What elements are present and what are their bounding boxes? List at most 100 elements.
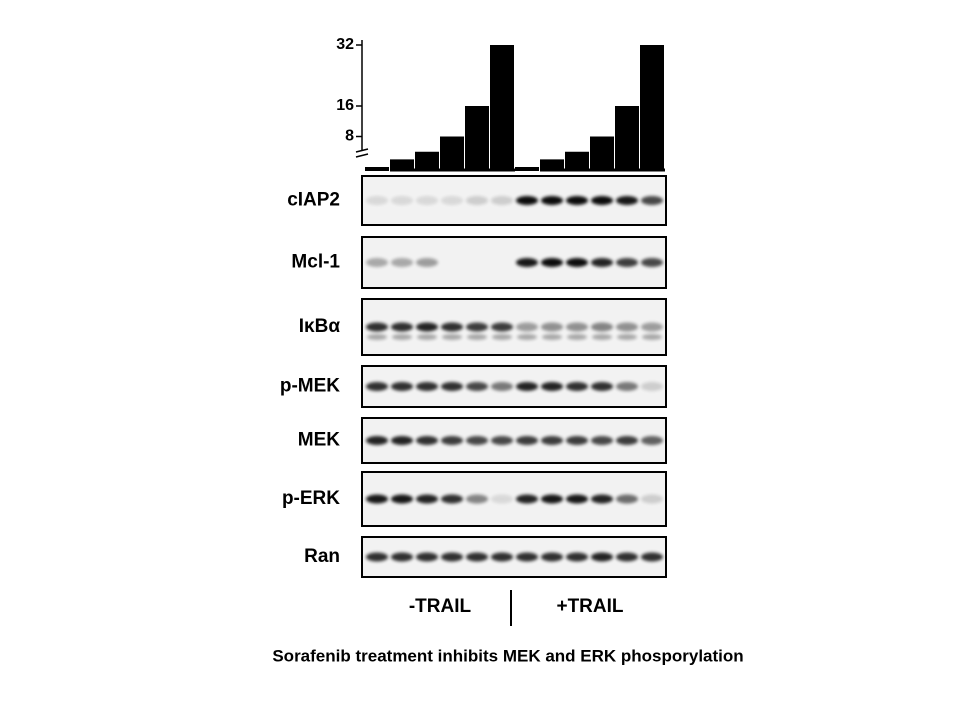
band: [516, 258, 538, 267]
dose-tick-label: 32: [336, 36, 354, 53]
band: [391, 494, 413, 504]
band: [616, 258, 638, 267]
band: [541, 436, 563, 445]
band: [466, 382, 488, 391]
band: [566, 322, 588, 332]
band: [516, 196, 538, 205]
dose-bar: [365, 167, 389, 171]
blot-label: cIAP2: [287, 190, 340, 211]
dose-bar: [515, 167, 539, 171]
band: [641, 552, 663, 562]
band: [391, 552, 413, 562]
band: [542, 334, 562, 340]
blot-label: Ran: [304, 546, 340, 567]
band: [492, 334, 512, 340]
band: [592, 334, 612, 340]
dose-bar: [465, 106, 489, 171]
band: [416, 494, 438, 504]
band: [566, 436, 588, 445]
band: [441, 494, 463, 504]
band: [466, 494, 488, 504]
band: [641, 258, 663, 267]
band: [391, 436, 413, 445]
band: [391, 258, 413, 267]
dose-bar: [490, 45, 514, 171]
band: [641, 322, 663, 332]
band: [366, 258, 388, 267]
band: [566, 382, 588, 391]
band: [516, 322, 538, 332]
band: [366, 552, 388, 562]
group-label: -TRAIL: [409, 596, 472, 617]
band: [641, 436, 663, 445]
band: [416, 196, 438, 205]
band: [466, 552, 488, 562]
blot-label: p-ERK: [282, 488, 340, 509]
band: [616, 436, 638, 445]
band: [366, 196, 388, 205]
band: [591, 196, 613, 205]
band: [417, 334, 437, 340]
band: [392, 334, 412, 340]
axis-break: [355, 148, 369, 158]
dose-bar: [615, 106, 639, 171]
band: [491, 196, 513, 205]
band: [616, 382, 638, 391]
band: [591, 382, 613, 391]
band: [466, 436, 488, 445]
band: [591, 436, 613, 445]
dose-bar: [390, 159, 414, 171]
band: [616, 322, 638, 332]
band: [366, 322, 388, 332]
dose-bar: [640, 45, 664, 171]
band: [366, 382, 388, 391]
band: [616, 494, 638, 504]
dose-bar: [590, 136, 614, 171]
band: [391, 322, 413, 332]
band: [491, 494, 513, 504]
band: [591, 494, 613, 504]
band: [441, 436, 463, 445]
band: [516, 436, 538, 445]
caption: Sorafenib treatment inhibits MEK and ERK…: [272, 646, 743, 665]
dose-bar: [440, 136, 464, 171]
band: [541, 494, 563, 504]
band: [516, 494, 538, 504]
band: [491, 382, 513, 391]
band: [517, 334, 537, 340]
band: [617, 334, 637, 340]
band: [416, 436, 438, 445]
band: [566, 552, 588, 562]
band: [441, 196, 463, 205]
band: [541, 322, 563, 332]
band: [541, 552, 563, 562]
dose-bar: [415, 151, 439, 171]
band: [491, 436, 513, 445]
band: [467, 334, 487, 340]
blot-label: p-MEK: [280, 376, 340, 397]
band: [416, 382, 438, 391]
band: [591, 552, 613, 562]
blot-label: IκBα: [299, 316, 341, 337]
band: [566, 258, 588, 267]
band: [416, 322, 438, 332]
band: [442, 334, 462, 340]
band: [566, 494, 588, 504]
band: [541, 196, 563, 205]
dose-bar: [565, 151, 589, 171]
dose-tick-label: 8: [345, 128, 354, 145]
band: [541, 258, 563, 267]
band: [416, 552, 438, 562]
band: [391, 196, 413, 205]
band: [567, 334, 587, 340]
blot-label: Mcl-1: [291, 252, 340, 273]
band: [641, 196, 663, 205]
blot-panel: [361, 175, 667, 226]
band: [591, 258, 613, 267]
band: [367, 334, 387, 340]
band: [616, 196, 638, 205]
band: [541, 382, 563, 391]
band: [516, 552, 538, 562]
band: [441, 552, 463, 562]
